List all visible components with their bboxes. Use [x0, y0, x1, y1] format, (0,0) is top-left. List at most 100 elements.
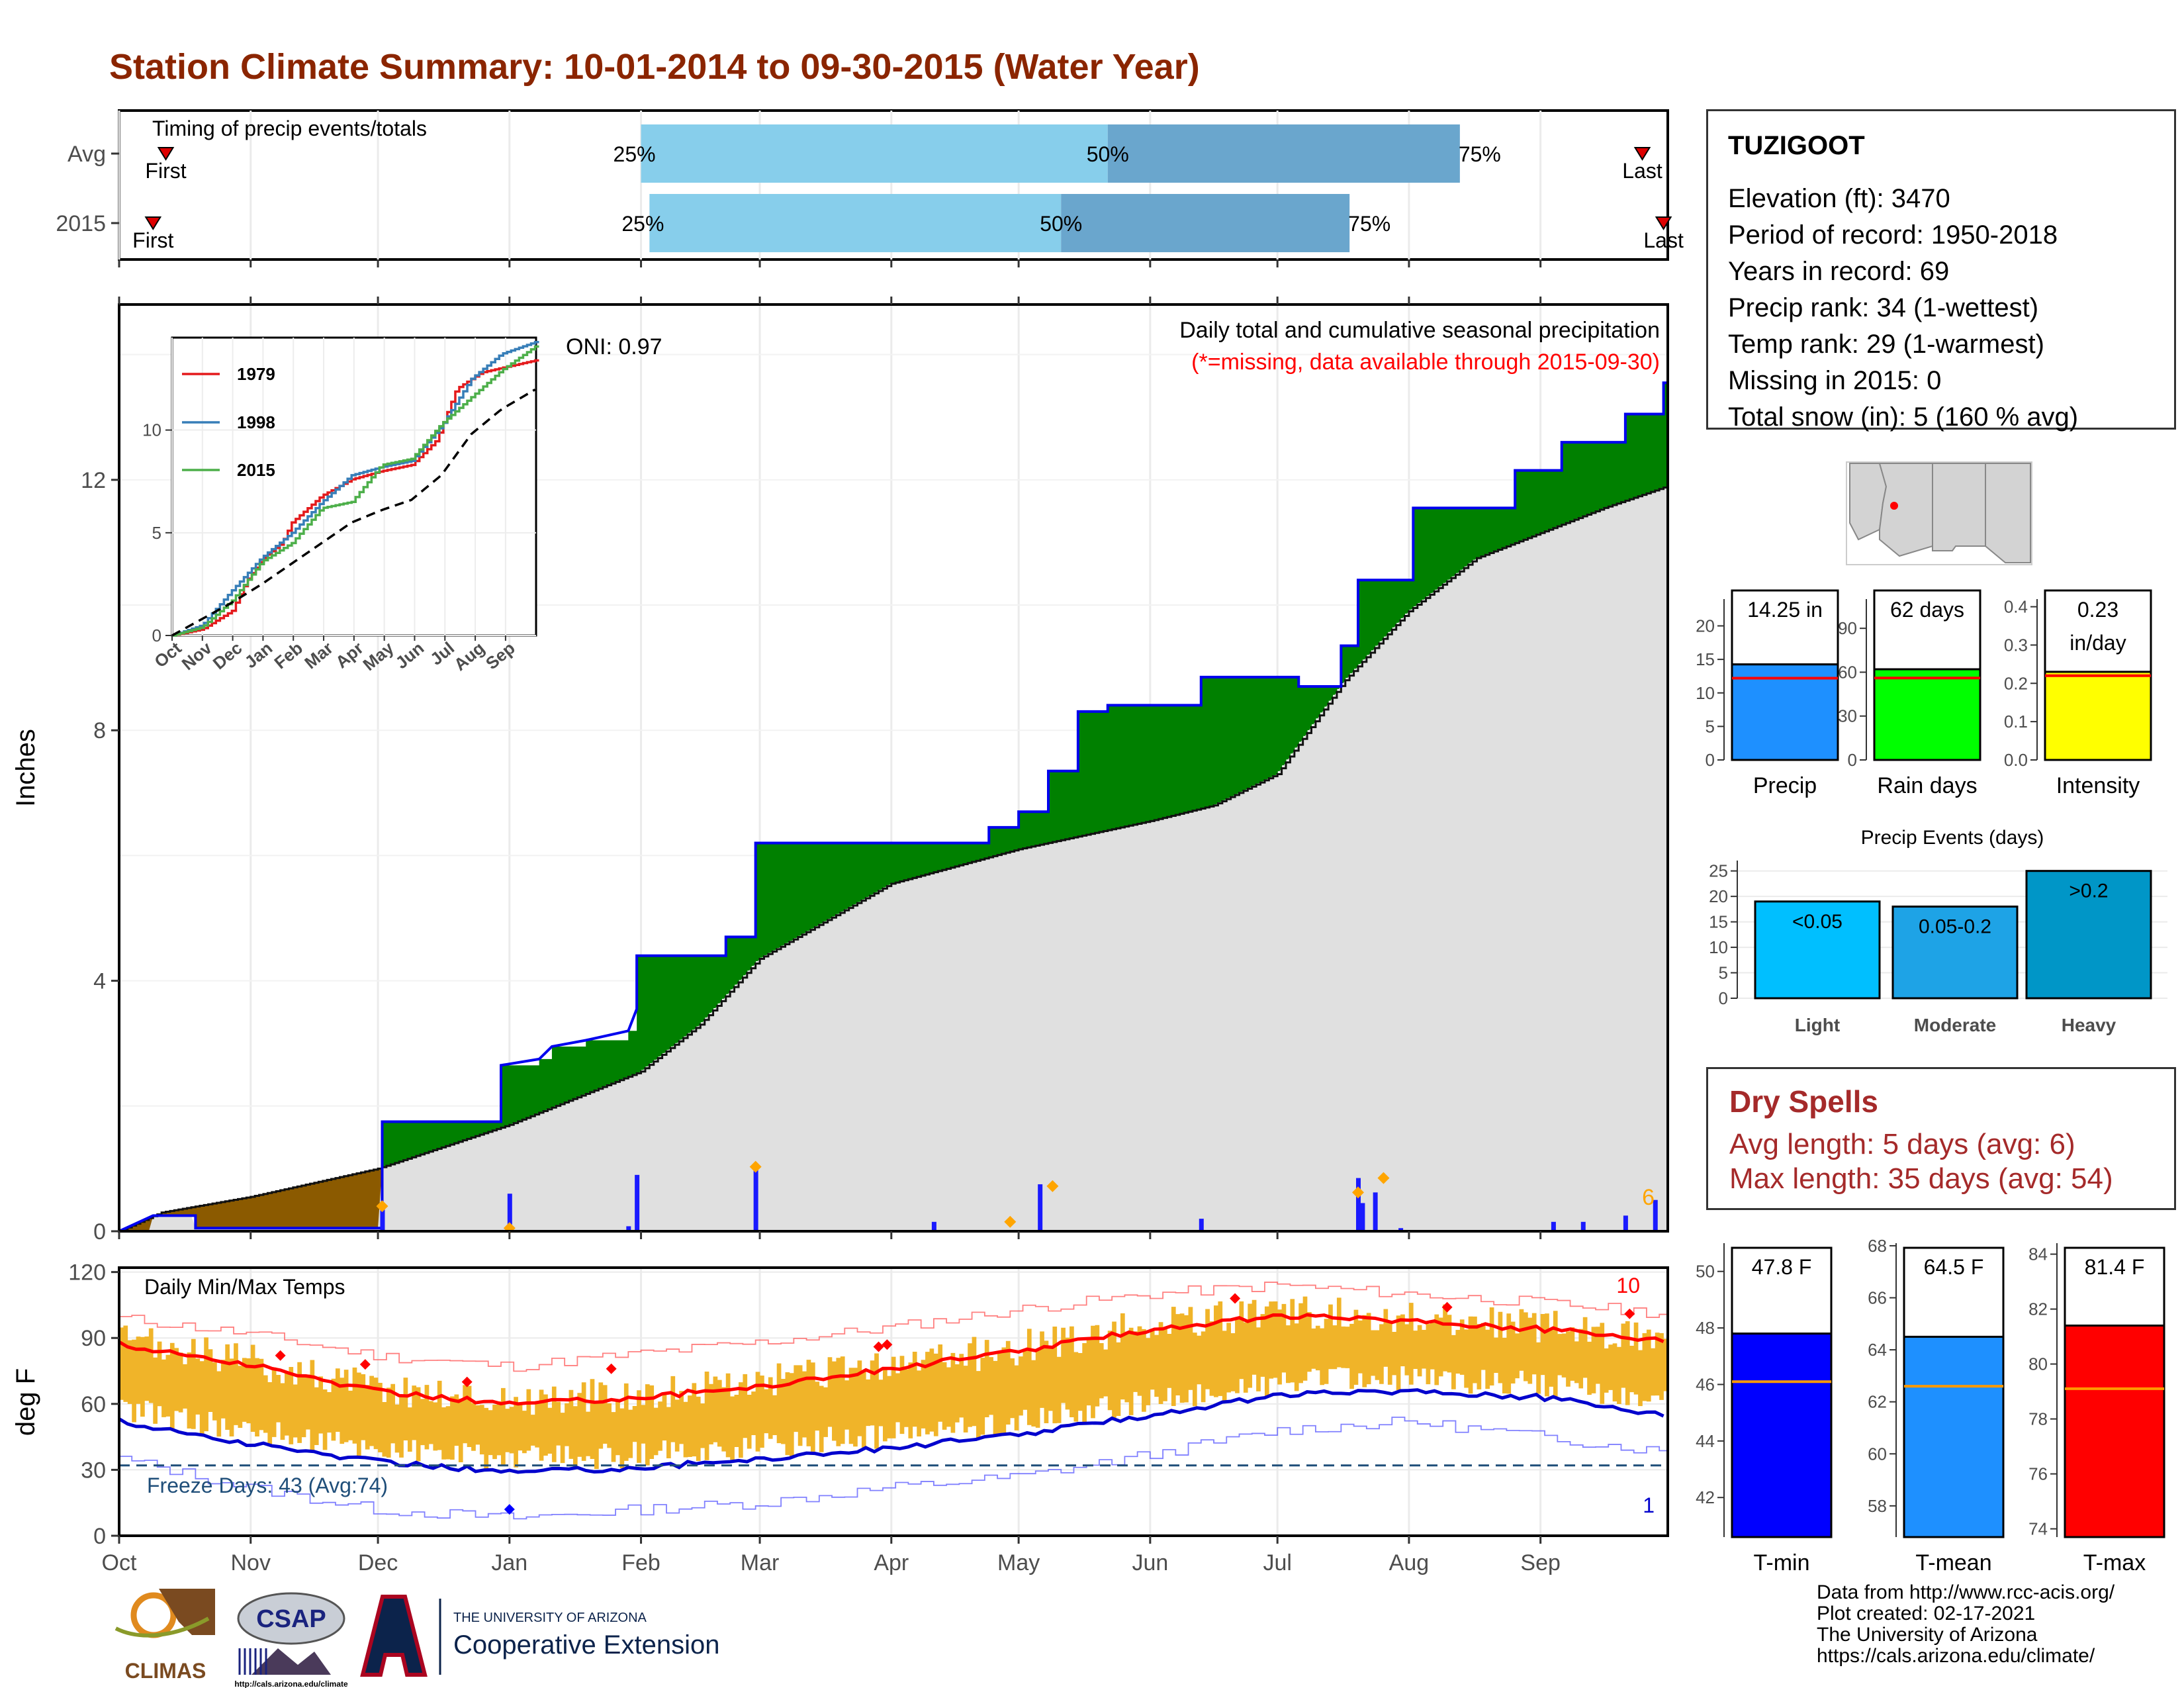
event-bar: [1891, 906, 2019, 1000]
mini-y-tick-label: 0.3: [2004, 635, 2028, 655]
inset-panel: 0510OctNovDecJanFebMarAprMayJunJulAugSep…: [142, 336, 539, 675]
timing-p25-label: 25%: [614, 142, 656, 166]
daily-precip-bar: [1199, 1219, 1204, 1231]
event-bar-label: 0.05-0.2: [1919, 916, 1991, 938]
mini-y-tick-label: 82: [2028, 1299, 2048, 1319]
record-high-marker: [1441, 1301, 1453, 1313]
events-y-tick-label: 25: [1709, 861, 1728, 881]
daily-precip-bar: [1580, 1221, 1586, 1231]
mini-value-bar: [1873, 668, 1981, 761]
mini-value-bar: [2044, 671, 2152, 761]
credit-data-source: Data from http://www.rcc-acis.org/: [1817, 1581, 2115, 1603]
station-info-box: TUZIGOOT Elevation (ft): 3470 Period of …: [1706, 109, 2176, 432]
mini-value-box: [2064, 1246, 2165, 1327]
last-event-label: Last: [1622, 159, 1662, 183]
station-location-marker: [1890, 502, 1898, 510]
precip-y-tick-label: 0: [93, 1219, 106, 1244]
mini-value-label: 81.4 F: [2085, 1255, 2145, 1279]
month-x-tick-label: Feb: [621, 1550, 660, 1575]
daily-precip-bar: [931, 1221, 936, 1231]
mini-y-tick-label: 90: [1838, 618, 1857, 638]
dry-spells-title: Dry Spells: [1729, 1084, 1878, 1119]
month-x-tick-label: Mar: [741, 1550, 780, 1575]
inset-series-line: [172, 345, 539, 637]
daily-precip-bar: [1373, 1192, 1378, 1231]
station-precip-rank: Precip rank: 34 (1-wettest): [1728, 293, 2039, 322]
temp-y-tick-label: 0: [93, 1524, 106, 1549]
record-high-marker: [1624, 1308, 1635, 1319]
csap-cloud-icon: [237, 1592, 345, 1645]
mini-value-bar: [1731, 663, 1839, 761]
last-event-marker: [1655, 216, 1672, 230]
events-y-tick-label: 5: [1719, 963, 1728, 983]
record-high-marker: [882, 1339, 893, 1350]
locator-map: [1846, 461, 2032, 565]
timing-row-label: 2015: [56, 211, 106, 236]
credit-url: https://cals.arizona.edu/climate/: [1817, 1645, 2095, 1667]
timing-p50-label: 50%: [1087, 142, 1129, 166]
mini-y-tick-label: 84: [2028, 1244, 2048, 1264]
daily-precip-bar: [635, 1174, 640, 1231]
month-x-tick-label: Aug: [1389, 1550, 1430, 1575]
precip-title: Daily total and cumulative seasonal prec…: [1179, 318, 1660, 343]
precip-subtitle: (*=missing, data available through 2015-…: [1191, 350, 1660, 375]
freeze-days-label: Freeze Days: 43 (Avg:74): [147, 1474, 388, 1497]
map-new-mexico: [1932, 463, 1986, 551]
missing-marker: [1352, 1186, 1364, 1199]
mini-value-box: [1731, 589, 1839, 666]
mini-y-tick-label: 62: [1868, 1392, 1887, 1412]
mini-y-tick-label: 68: [1868, 1236, 1887, 1256]
mini-value-label: in/day: [2070, 631, 2126, 655]
inset-y-tick-label: 5: [152, 523, 161, 543]
record-low-count: 1: [1643, 1493, 1655, 1517]
above-normal-area: [382, 383, 1668, 1167]
mini-value-label: 64.5 F: [1924, 1255, 1984, 1279]
station-name: TUZIGOOT: [1728, 131, 1865, 160]
mini-category-label: T-min: [1754, 1550, 1810, 1575]
mini-y-tick-label: 50: [1696, 1262, 1715, 1282]
timing-row-label: Avg: [68, 142, 106, 167]
inset-series-line: [171, 388, 536, 637]
precip-y-tick-label: 12: [81, 468, 106, 493]
precip-y-label: Inches: [11, 729, 40, 807]
mini-y-tick-label: 0.0: [2004, 750, 2028, 770]
record-high-marker: [606, 1363, 617, 1374]
timing-p75-label: 75%: [1459, 142, 1501, 166]
record-high-marker: [873, 1341, 884, 1352]
mini-y-tick-label: 20: [1696, 616, 1715, 636]
mini-y-tick-label: 66: [1868, 1288, 1887, 1308]
climas-swoosh-icon: [114, 1617, 210, 1638]
events-y-tick-label: 10: [1709, 937, 1728, 957]
month-x-tick-label: Jul: [1263, 1550, 1291, 1575]
station-temp-rank: Temp rank: 29 (1-warmest): [1728, 330, 2044, 359]
timing-bar-50-75: [1107, 124, 1460, 183]
record-low-line: [119, 1417, 1668, 1520]
first-event-marker: [144, 216, 162, 230]
oni-label: ONI: 0.97: [566, 334, 662, 359]
missing-marker: [1377, 1172, 1390, 1184]
first-event-label: First: [132, 228, 173, 252]
dry-spells-lines: Avg length: 5 days (avg: 6) Max length: …: [1729, 1127, 2113, 1196]
month-x-tick-label: Oct: [102, 1550, 137, 1575]
mini-value-label: 0.23: [2077, 598, 2118, 622]
timing-label: Timing of precip events/totals: [152, 117, 427, 140]
event-category-label: Light: [1795, 1015, 1840, 1035]
inset-legend-label: 1979: [237, 364, 275, 384]
temperature-summary-bars: 42 44 46 48 50 47.8 F T-min 58 60 62 64 66 68 64.5 F T…: [1696, 1236, 2165, 1575]
timing-panel: Timing of precip events/totals Avg 25% 50% 7…: [56, 109, 1684, 267]
precip-y-tick-label: 4: [93, 969, 106, 994]
mini-y-tick-label: 10: [1696, 683, 1715, 703]
cooperative-extension-text: Cooperative Extension: [453, 1630, 719, 1660]
record-high-line: [119, 1282, 1668, 1372]
mini-y-tick-label: 58: [1868, 1496, 1887, 1516]
month-x-tick-label: Nov: [231, 1550, 271, 1575]
mini-category-label: T-mean: [1915, 1550, 1991, 1575]
temp-y-tick-label: 60: [81, 1392, 106, 1417]
dry-spells-box: Dry Spells Avg length: 5 days (avg: 6) M…: [1706, 1067, 2176, 1210]
temp-y-tick-label: 120: [68, 1260, 106, 1286]
mini-value-bar: [1903, 1335, 2005, 1538]
mini-y-tick-label: 60: [1868, 1444, 1887, 1464]
temp-y-tick-label: 30: [81, 1458, 106, 1483]
precip-frame: [118, 303, 1669, 1233]
mini-y-tick-label: 0: [1848, 750, 1857, 770]
